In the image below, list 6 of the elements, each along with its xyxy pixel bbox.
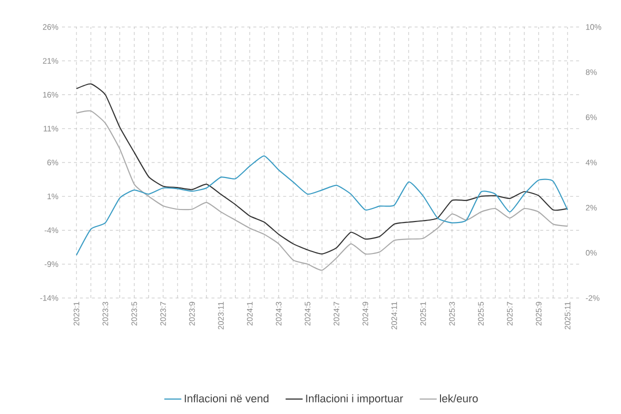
legend-label: Inflacioni i importuar	[306, 394, 404, 405]
line-series	[76, 83, 568, 255]
line-series	[76, 110, 568, 271]
legend-label: Inflacioni në vend	[184, 394, 268, 402]
line-series	[76, 155, 568, 256]
legend-label: lek/euro	[440, 394, 478, 402]
